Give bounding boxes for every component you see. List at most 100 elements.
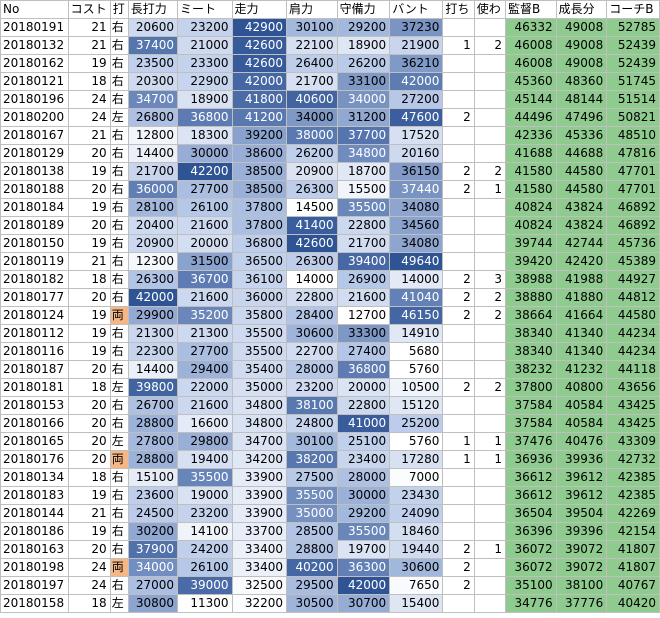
hit-count-cell[interactable]: [442, 522, 475, 541]
growth-cell[interactable]: 40476: [555, 432, 608, 451]
cost-cell[interactable]: 19: [67, 234, 111, 253]
growth-cell[interactable]: 43824: [555, 216, 608, 235]
defense-cell[interactable]: 36300: [336, 558, 391, 577]
cost-cell[interactable]: 19: [67, 342, 111, 361]
manager-b-cell[interactable]: 36072: [505, 540, 557, 559]
bunt-cell[interactable]: 25200: [389, 414, 444, 433]
arm-cell[interactable]: 35500: [286, 486, 338, 505]
manager-b-cell[interactable]: 37800: [505, 378, 557, 397]
bunt-cell[interactable]: 10500: [389, 378, 444, 397]
player-no-cell[interactable]: 20180119: [0, 252, 69, 271]
player-no-cell[interactable]: 20180176: [0, 450, 69, 469]
speed-cell[interactable]: 42900: [231, 18, 288, 37]
coach-b-cell[interactable]: 40420: [606, 594, 660, 613]
cost-cell[interactable]: 19: [67, 306, 111, 325]
header-hand[interactable]: 打: [109, 0, 129, 19]
defense-cell[interactable]: 30700: [336, 594, 391, 613]
meet-cell[interactable]: 23200: [177, 504, 233, 523]
defense-cell[interactable]: 41000: [336, 414, 391, 433]
player-no-cell[interactable]: 20180163: [0, 540, 69, 559]
defense-cell[interactable]: 34000: [336, 90, 391, 109]
cost-cell[interactable]: 20: [67, 414, 111, 433]
table-row[interactable]: 20180162 19 右 23500 23300 42600 26400 26200 3621…: [0, 54, 660, 73]
power-cell[interactable]: 20300: [127, 72, 179, 91]
power-cell[interactable]: 36000: [127, 180, 179, 199]
batting-hand-cell[interactable]: 右: [109, 540, 129, 559]
speed-cell[interactable]: 38500: [231, 180, 288, 199]
cost-cell[interactable]: 19: [67, 486, 111, 505]
table-row[interactable]: 20180132 21 右 37400 21000 42600 22100 18900 2190…: [0, 36, 660, 55]
player-no-cell[interactable]: 20180153: [0, 396, 69, 415]
defense-cell[interactable]: 23400: [336, 450, 391, 469]
coach-b-cell[interactable]: 44927: [606, 270, 660, 289]
header-defense[interactable]: 守備力: [336, 0, 391, 19]
growth-cell[interactable]: 49008: [555, 36, 608, 55]
meet-cell[interactable]: 22900: [177, 72, 233, 91]
coach-b-cell[interactable]: 46892: [606, 198, 660, 217]
bunt-cell[interactable]: 20160: [389, 144, 444, 163]
batting-hand-cell[interactable]: 右: [109, 162, 129, 181]
hit-count-cell[interactable]: [442, 468, 475, 487]
arm-cell[interactable]: 20900: [286, 162, 338, 181]
cost-cell[interactable]: 24: [67, 576, 111, 595]
growth-cell[interactable]: 39612: [555, 468, 608, 487]
meet-cell[interactable]: 14100: [177, 522, 233, 541]
power-cell[interactable]: 14400: [127, 360, 179, 379]
meet-cell[interactable]: 26100: [177, 558, 233, 577]
defense-cell[interactable]: 22800: [336, 216, 391, 235]
speed-cell[interactable]: 34800: [231, 414, 288, 433]
power-cell[interactable]: 26800: [127, 108, 179, 127]
growth-cell[interactable]: 44580: [555, 162, 608, 181]
growth-cell[interactable]: 40584: [555, 396, 608, 415]
cost-cell[interactable]: 18: [67, 594, 111, 613]
hit-count-cell[interactable]: [442, 252, 475, 271]
arm-cell[interactable]: 30100: [286, 18, 338, 37]
defense-cell[interactable]: 29200: [336, 18, 391, 37]
power-cell[interactable]: 24500: [127, 504, 179, 523]
table-row[interactable]: 20180197 24 右 27000 39000 32500 29500 42000 7650…: [0, 576, 660, 595]
meet-cell[interactable]: 29400: [177, 360, 233, 379]
hit-count-cell[interactable]: [442, 324, 475, 343]
batting-hand-cell[interactable]: 右: [109, 396, 129, 415]
meet-cell[interactable]: 27700: [177, 342, 233, 361]
arm-cell[interactable]: 22100: [286, 36, 338, 55]
growth-cell[interactable]: 49008: [555, 18, 608, 37]
cost-cell[interactable]: 21: [67, 126, 111, 145]
meet-cell[interactable]: 22000: [177, 378, 233, 397]
hit-count-cell[interactable]: 2: [442, 162, 475, 181]
player-no-cell[interactable]: 20180116: [0, 342, 69, 361]
batting-hand-cell[interactable]: 右: [109, 90, 129, 109]
hit-count-cell[interactable]: 2: [442, 288, 475, 307]
speed-cell[interactable]: 32200: [231, 594, 288, 613]
defense-cell[interactable]: 39400: [336, 252, 391, 271]
bunt-cell[interactable]: 17520: [389, 126, 444, 145]
coach-b-cell[interactable]: 44812: [606, 288, 660, 307]
meet-cell[interactable]: 36800: [177, 108, 233, 127]
use-count-cell[interactable]: [473, 396, 507, 415]
defense-cell[interactable]: 31200: [336, 108, 391, 127]
growth-cell[interactable]: 44580: [555, 180, 608, 199]
manager-b-cell[interactable]: 39744: [505, 234, 557, 253]
use-count-cell[interactable]: [473, 126, 507, 145]
header-arm[interactable]: 肩力: [286, 0, 338, 19]
player-no-cell[interactable]: 20180158: [0, 594, 69, 613]
cost-cell[interactable]: 20: [67, 216, 111, 235]
growth-cell[interactable]: 39504: [555, 504, 608, 523]
manager-b-cell[interactable]: 37584: [505, 414, 557, 433]
defense-cell[interactable]: 15500: [336, 180, 391, 199]
player-no-cell[interactable]: 20180191: [0, 18, 69, 37]
manager-b-cell[interactable]: 38880: [505, 288, 557, 307]
table-row[interactable]: 20180167 21 右 12800 18300 39200 38000 37700 1752…: [0, 126, 660, 145]
cost-cell[interactable]: 21: [67, 252, 111, 271]
meet-cell[interactable]: 23300: [177, 54, 233, 73]
meet-cell[interactable]: 35500: [177, 468, 233, 487]
meet-cell[interactable]: 21600: [177, 288, 233, 307]
coach-b-cell[interactable]: 47816: [606, 144, 660, 163]
arm-cell[interactable]: 30600: [286, 324, 338, 343]
power-cell[interactable]: 23500: [127, 54, 179, 73]
manager-b-cell[interactable]: 44496: [505, 108, 557, 127]
manager-b-cell[interactable]: 40824: [505, 198, 557, 217]
player-no-cell[interactable]: 20180200: [0, 108, 69, 127]
meet-cell[interactable]: 21600: [177, 216, 233, 235]
batting-hand-cell[interactable]: 右: [109, 288, 129, 307]
